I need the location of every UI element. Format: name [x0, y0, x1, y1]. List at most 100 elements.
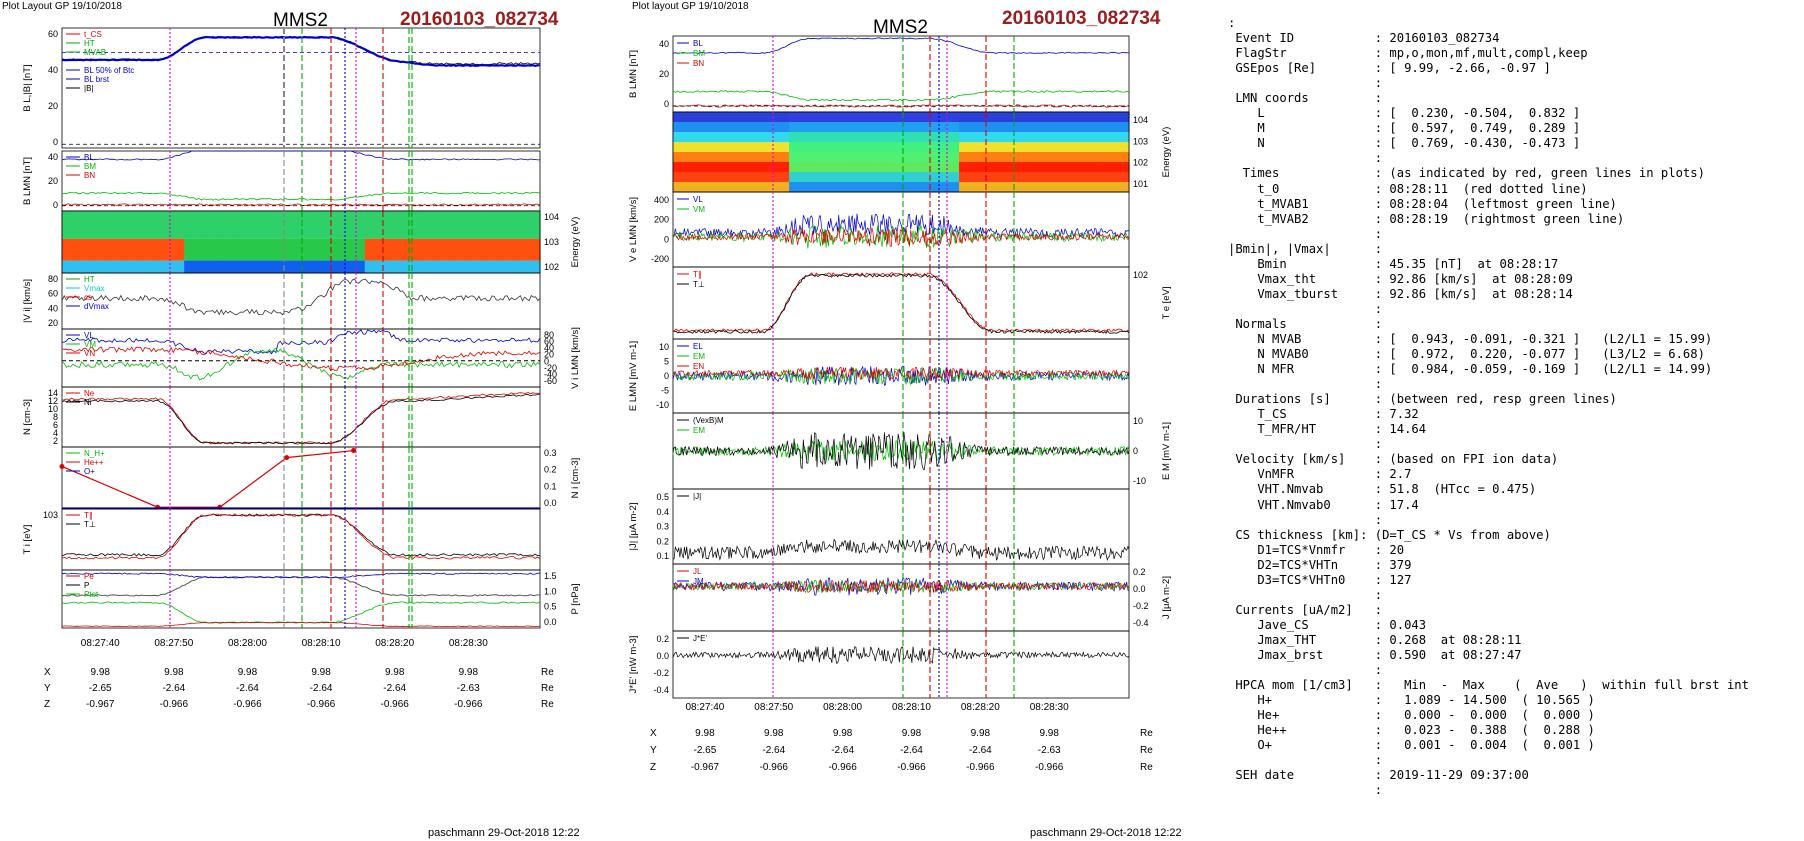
spectrogram-cell: [152, 260, 159, 273]
spectrogram-cell: [930, 152, 935, 163]
spectrogram-cell: [909, 132, 915, 143]
spectrogram-cell: [460, 211, 467, 239]
ephemeris-value: -2.64: [236, 683, 259, 694]
ephemeris-value: -2.64: [900, 745, 923, 756]
spectrogram-cell: [348, 211, 355, 239]
spectrogram-cell: [380, 260, 387, 273]
spectrogram-cell: [913, 162, 919, 173]
series-line: [61, 513, 541, 557]
spectrogram-cell: [888, 122, 894, 133]
spectrogram-cell: [930, 132, 935, 143]
spectrogram-cell: [1000, 152, 1006, 163]
spectrogram-cell: [1116, 182, 1122, 193]
info-line: SEH date : 2019-11-29 09:37:00: [1228, 768, 1529, 783]
spectrogram-cell: [863, 182, 869, 193]
tick-label: 40: [48, 303, 58, 313]
spectrogram-cell: [1083, 162, 1089, 173]
spectrogram-cell: [210, 238, 217, 261]
info-line: :: [1228, 663, 1383, 678]
spectrogram-cell: [210, 211, 217, 239]
spectrogram-cell: [1025, 182, 1031, 193]
spectrogram-cell: [513, 260, 520, 273]
info-line: Normals :: [1228, 316, 1383, 331]
spectrogram-cell: [822, 132, 827, 143]
spectrogram-cell: [1046, 112, 1051, 123]
spectrogram-cell: [1091, 112, 1097, 123]
tick-label: 12: [48, 396, 58, 406]
tick-label: 40: [48, 65, 58, 75]
spectrogram-cell: [954, 132, 960, 143]
info-line: :: [1228, 76, 1383, 91]
spectrogram-cell: [1037, 142, 1043, 153]
spectrogram-cell: [751, 142, 757, 153]
spectrogram-cell: [115, 260, 122, 273]
spectrogram-cell: [157, 238, 164, 261]
spectrogram-cell: [979, 122, 985, 133]
spectrogram-cell: [988, 112, 993, 123]
spectrogram-cell: [988, 172, 993, 183]
spectrogram-cell: [706, 132, 711, 143]
spectrogram-cell: [706, 112, 711, 123]
spectrogram-cell: [921, 122, 927, 133]
spectrogram-cell: [1120, 182, 1126, 193]
spectrogram-cell: [718, 122, 724, 133]
spectrogram-cell: [83, 260, 90, 273]
spectrogram-cell: [1087, 112, 1093, 123]
series-line: [61, 150, 541, 161]
spectrogram-cell: [1000, 162, 1006, 173]
spectrogram-cell: [992, 112, 997, 123]
axis-label: N [cm-3]: [22, 399, 33, 435]
spectrogram-cell: [851, 142, 856, 153]
spectrogram-cell: [772, 122, 778, 133]
center-event-id: 20160103_082734: [1002, 8, 1161, 29]
spectrogram-cell: [1116, 162, 1122, 173]
spectrogram-cell: [992, 132, 997, 143]
info-line: N MVAB0 : [ 0.972, 0.220, -0.077 ] (L3/L…: [1228, 347, 1705, 362]
spectrogram-cell: [524, 238, 530, 261]
spectrogram-cell: [731, 112, 736, 123]
spectrogram-cell: [109, 260, 116, 273]
spectrogram-cell: [508, 238, 515, 261]
info-line: He++ : 0.023 - 0.388 ( 0.288 ): [1228, 723, 1595, 738]
info-line: L : [ 0.230, -0.504, 0.832 ]: [1228, 106, 1581, 121]
spectrogram-cell: [1041, 182, 1047, 193]
spectrogram-cell: [892, 182, 898, 193]
spectrogram-cell: [905, 112, 910, 123]
spectrogram-cell: [237, 238, 244, 261]
spectrogram-cell: [797, 132, 803, 143]
spectrogram-cell: [1095, 122, 1101, 133]
tick-label: -10: [656, 400, 669, 410]
spectrogram-cell: [967, 162, 973, 173]
spectrogram-cell: [755, 182, 761, 193]
spectrogram-cell: [971, 112, 977, 123]
spectrogram-cell: [842, 142, 848, 153]
spectrogram-cell: [913, 142, 919, 153]
spectrogram-cell: [88, 211, 95, 239]
spectrogram-cell: [354, 260, 361, 273]
axis-label: N i [cm-3]: [570, 458, 581, 499]
spectrogram-cell: [739, 112, 745, 123]
spectrogram-cell: [1004, 112, 1010, 123]
spectrogram-cell: [830, 182, 836, 193]
spectrogram-cell: [776, 132, 782, 143]
spectrogram-cell: [871, 112, 877, 123]
spectrogram-cell: [311, 260, 318, 273]
spectrogram-cell: [909, 152, 915, 163]
spectrogram-cell: [1116, 122, 1122, 133]
spectrogram-cell: [747, 172, 753, 183]
left-event-id: 20160103_082734: [400, 9, 559, 30]
spectrogram-cell: [859, 152, 865, 163]
spectrogram-cell: [834, 112, 840, 123]
spectrogram-cell: [996, 122, 1002, 133]
spectrogram-cell: [508, 260, 515, 273]
spectrogram-cell: [1104, 152, 1109, 163]
spectrogram-cell: [263, 260, 270, 273]
spectrogram-cell: [316, 238, 323, 261]
ephemeris-value: 9.98: [91, 667, 111, 678]
spectrogram-cell: [797, 172, 803, 183]
tick-label: -5: [661, 386, 669, 396]
spectrogram-cell: [946, 112, 952, 123]
data-point: [351, 448, 357, 454]
spectrogram-cell: [768, 142, 774, 153]
spectrogram-cell: [407, 211, 414, 239]
